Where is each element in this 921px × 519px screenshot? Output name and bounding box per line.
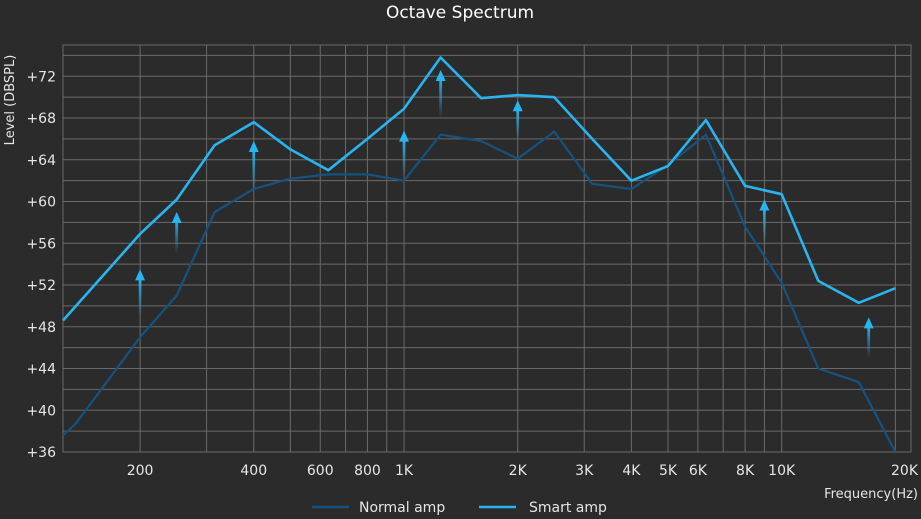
arrow-shaft <box>439 78 443 119</box>
legend-label-smart-amp: Smart amp <box>529 500 607 516</box>
arrow-shaft <box>175 219 179 254</box>
arrow-shaft <box>516 108 520 139</box>
y-tick-label: +36 <box>26 445 56 461</box>
x-tick-label: 800 <box>354 463 381 479</box>
x-tick-label: 2K <box>509 463 528 479</box>
boost-arrow <box>759 199 770 244</box>
x-tick-label: 5K <box>659 463 678 479</box>
chart-grid <box>62 44 912 453</box>
boost-arrow <box>135 269 146 317</box>
boost-arrow <box>435 70 446 119</box>
legend-label-normal-amp: Normal amp <box>359 500 445 516</box>
x-tick-label: 4K <box>622 463 641 479</box>
plot-frame <box>62 44 912 453</box>
y-tick-label: +52 <box>26 278 56 294</box>
arrow-shaft <box>402 138 406 176</box>
boost-arrow <box>863 317 874 359</box>
x-tick-label: 600 <box>307 463 334 479</box>
y-tick-label: +68 <box>26 111 56 127</box>
chart-legend: Normal amp Smart amp <box>312 500 607 516</box>
y-axis-ticks: +36 +40 +44 +48 +52 +56 +60 +64 +68 +72 <box>26 69 56 461</box>
arrow-head <box>171 211 182 223</box>
arrow-head <box>512 100 523 112</box>
x-axis-label: Frequency(Hz) <box>824 487 918 502</box>
x-tick-label: 10K <box>768 463 796 479</box>
x-tick-label: 8K <box>736 463 755 479</box>
x-tick-label: 400 <box>240 463 267 479</box>
y-axis-label: Level (DBSPL) <box>3 55 18 146</box>
arrow-head <box>399 130 410 142</box>
series-line-smart-amp <box>62 56 896 322</box>
arrow-shaft <box>867 325 871 359</box>
y-tick-label: +72 <box>26 69 56 85</box>
x-tick-label: 1K <box>395 463 414 479</box>
arrow-head <box>759 199 770 211</box>
boost-arrows <box>135 70 874 359</box>
y-tick-label: +64 <box>26 153 56 169</box>
arrow-shaft <box>763 207 766 244</box>
boost-arrow <box>248 141 259 192</box>
x-tick-label: 3K <box>575 463 594 479</box>
y-tick-label: +44 <box>26 362 56 378</box>
arrow-head <box>863 317 874 329</box>
arrow-head <box>135 269 146 281</box>
series-layer <box>62 56 897 453</box>
arrow-head <box>248 141 259 153</box>
y-tick-label: +40 <box>26 403 56 419</box>
arrow-shaft <box>252 149 256 192</box>
x-axis-ticks: 200 400 600 800 1K 2K 3K 4K 5K 6K 8K 10K 20K <box>127 463 919 479</box>
chart-title: Octave Spectrum <box>386 3 534 23</box>
boost-arrow <box>399 130 410 176</box>
series-line-normal-amp <box>62 130 897 453</box>
boost-arrow <box>512 100 523 139</box>
x-tick-label: 20K <box>891 463 919 479</box>
x-tick-label: 6K <box>689 463 708 479</box>
y-tick-label: +60 <box>26 195 56 211</box>
arrow-shaft <box>138 277 142 317</box>
y-tick-label: +48 <box>26 320 56 336</box>
boost-arrow <box>171 211 182 254</box>
x-tick-label: 200 <box>127 463 154 479</box>
y-tick-label: +56 <box>26 236 56 252</box>
arrow-head <box>435 70 446 82</box>
